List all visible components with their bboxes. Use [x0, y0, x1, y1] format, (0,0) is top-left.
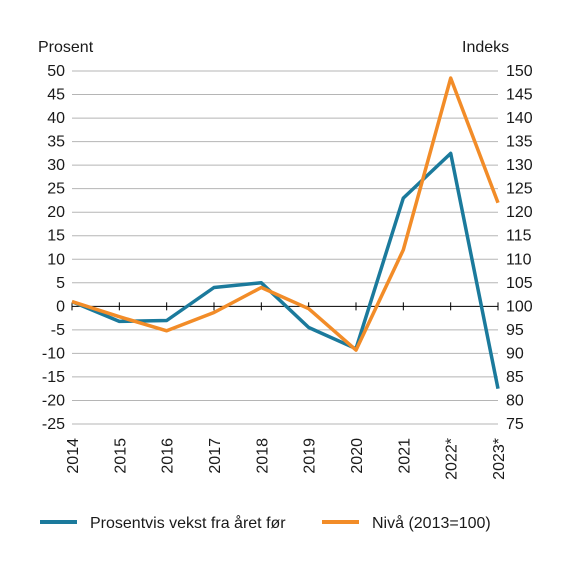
- gridlines: [72, 70, 498, 425]
- series-lines: [71, 76, 500, 390]
- x-tick-label: 2023*: [491, 438, 508, 480]
- left-tick-label: 50: [47, 63, 65, 80]
- left-axis-ticks: -25 -20 -15 -10 -5 0 5 10 15 20 25 30 35 40 45 50: [42, 63, 65, 433]
- left-tick-label: -25: [42, 416, 65, 433]
- right-tick-label: 110: [506, 251, 532, 268]
- right-tick-label: 125: [506, 181, 533, 198]
- right-tick-label: 100: [506, 298, 533, 315]
- left-tick-label: 35: [47, 134, 65, 151]
- right-tick-label: 75: [506, 416, 524, 433]
- x-tick-label: 2017: [207, 438, 224, 474]
- right-tick-label: 105: [506, 275, 533, 292]
- legend: Prosentvis vekst fra året før Nivå (2013…: [40, 514, 491, 532]
- x-axis: 2014 2015 2016 2017 2018 2019 2020 2021 2022* 202…: [65, 302, 508, 480]
- right-tick-label: 135: [506, 134, 533, 151]
- x-tick-label: 2022*: [444, 438, 461, 480]
- left-tick-label: 20: [47, 204, 65, 221]
- x-tick-label: 2014: [65, 438, 82, 474]
- x-tick-label: 2020: [349, 438, 366, 474]
- left-tick-label: 25: [47, 181, 65, 198]
- left-tick-label: -5: [51, 322, 65, 339]
- x-tick-label: 2015: [112, 438, 129, 474]
- left-tick-label: -10: [42, 345, 65, 362]
- right-axis-ticks: 75 80 85 90 95 100 105 110 115 120 125 130 135 140 145…: [506, 63, 533, 433]
- right-tick-label: 145: [506, 87, 533, 104]
- series-line-level: [71, 76, 500, 352]
- right-tick-label: 85: [506, 369, 524, 386]
- legend-label-growth: Prosentvis vekst fra året før: [90, 514, 286, 532]
- x-tick-label: 2021: [396, 438, 413, 474]
- right-tick-label: 95: [506, 322, 524, 339]
- left-tick-label: -20: [42, 392, 65, 409]
- left-tick-label: 45: [47, 87, 65, 104]
- left-tick-label: 0: [56, 298, 65, 315]
- right-tick-label: 80: [506, 392, 524, 409]
- left-axis-label: Prosent: [38, 39, 94, 56]
- left-tick-label: 5: [56, 275, 65, 292]
- right-tick-label: 90: [506, 345, 524, 362]
- right-tick-label: 140: [506, 110, 533, 127]
- left-tick-label: 15: [47, 228, 65, 245]
- x-tick-label: 2018: [254, 438, 271, 474]
- left-tick-label: 10: [47, 251, 65, 268]
- x-tick-label: 2019: [302, 438, 319, 474]
- left-tick-label: -15: [42, 369, 65, 386]
- right-tick-label: 150: [506, 63, 533, 80]
- left-tick-label: 30: [47, 157, 65, 174]
- legend-label-level: Nivå (2013=100): [372, 514, 491, 532]
- right-axis-label: Indeks: [462, 39, 509, 56]
- right-tick-label: 115: [506, 228, 532, 245]
- right-tick-label: 120: [506, 204, 533, 221]
- right-tick-label: 130: [506, 157, 533, 174]
- x-tick-label: 2016: [160, 438, 177, 474]
- left-tick-label: 40: [47, 110, 65, 127]
- series-line-growth: [71, 151, 500, 390]
